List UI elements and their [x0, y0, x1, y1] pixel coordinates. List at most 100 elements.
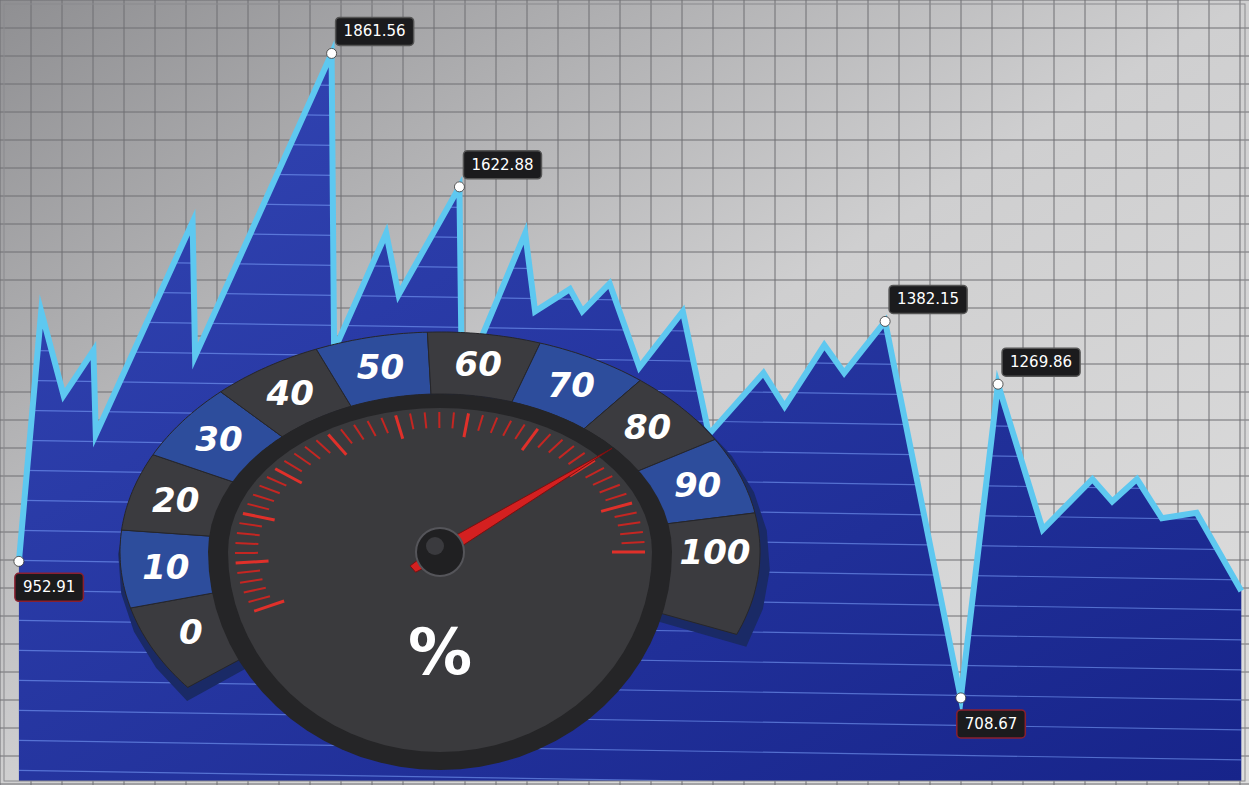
gauge-minor-tick — [559, 446, 574, 458]
gauge-tick-label: 60 — [455, 344, 502, 384]
point-value-label: 708.67 — [965, 715, 1018, 733]
area-stripe — [4, 770, 1245, 781]
background — [0, 0, 1249, 785]
gauge-minor-tick — [316, 440, 330, 453]
gauge-major-tick — [243, 513, 275, 520]
label-box — [1002, 348, 1080, 376]
label-box — [889, 285, 967, 313]
gauge-minor-tick — [260, 486, 280, 494]
paper-line — [0, 112, 1249, 113]
gauge-minor-tick — [247, 504, 269, 509]
paper-line — [0, 56, 1249, 57]
gauge-tick-label: 80 — [624, 407, 671, 447]
area-stripe — [4, 740, 1245, 760]
point-dot — [880, 316, 890, 326]
paper-line — [0, 784, 1249, 785]
point-value-label: 1861.56 — [344, 22, 406, 40]
gauge-minor-tick — [410, 414, 413, 430]
area-stripe — [4, 110, 1245, 130]
area-fill — [19, 53, 1241, 781]
gauge-hub — [416, 528, 464, 576]
gauge-minor-tick — [622, 542, 645, 543]
gauge-minor-tick — [368, 421, 376, 436]
paper-line — [0, 0, 1249, 1]
area-stripes — [4, 20, 1245, 781]
gauge-tick-label: 90 — [674, 465, 721, 505]
gauge-minor-tick — [341, 429, 352, 443]
paper-line — [0, 224, 1249, 225]
point-dot — [454, 182, 464, 192]
point-value-label: 952.91 — [23, 578, 76, 596]
point-dot — [14, 556, 24, 566]
label-box — [336, 17, 414, 45]
paper-line — [0, 168, 1249, 169]
gauge-tick-label: 10 — [142, 547, 189, 587]
gauge-minor-tick — [491, 418, 497, 433]
gauge-minor-tick — [354, 425, 364, 440]
gauge-tick-label: 70 — [548, 365, 595, 405]
gauge-minor-tick — [515, 425, 525, 440]
point-label: 708.67 — [957, 710, 1026, 738]
gauge-ticks — [235, 412, 645, 611]
point-dot — [993, 379, 1003, 389]
area-stripe — [4, 200, 1245, 220]
gauge-major-tick — [464, 413, 469, 437]
gauge-major-tick — [601, 503, 632, 511]
gauge: 0102030405060708090100% — [118, 332, 770, 770]
gauge-major-tick — [254, 601, 284, 611]
gauge-minor-tick — [586, 468, 604, 478]
gauge-unit: % — [408, 615, 472, 689]
gauge-minor-tick — [240, 579, 262, 583]
gauge-minor-tick — [235, 543, 258, 544]
point-label: 1861.56 — [336, 17, 414, 45]
gauge-minor-tick — [615, 512, 637, 517]
point-label: 952.91 — [15, 573, 84, 601]
canvas: 952.911861.561622.881382.15708.671269.86… — [0, 0, 1249, 785]
area-stripe — [4, 260, 1245, 280]
paper-grid — [0, 0, 1249, 785]
gauge-minor-tick — [438, 412, 440, 428]
label-box — [463, 151, 541, 179]
gauge-minor-tick — [593, 476, 612, 485]
area-stripe — [4, 710, 1245, 730]
gauge-minor-tick — [244, 588, 266, 593]
gauge-face — [228, 408, 652, 752]
gauge-band-segment — [120, 530, 218, 608]
point-dot — [327, 48, 337, 58]
gauge-minor-tick — [478, 415, 483, 431]
label-box — [957, 710, 1026, 738]
gauge-minor-tick — [381, 418, 388, 433]
gauge-minor-tick — [538, 434, 550, 447]
point-label: 1269.86 — [1002, 348, 1080, 376]
gauge-tick-label: 40 — [266, 373, 314, 413]
point-value-label: 1269.86 — [1010, 353, 1072, 371]
paper-line — [0, 84, 1249, 85]
gauge-tick-label: 50 — [357, 347, 404, 387]
gauge-minor-tick — [425, 412, 427, 428]
gauge-major-tick — [236, 561, 269, 563]
gauge-minor-tick — [618, 522, 640, 525]
gauge-minor-tick — [605, 494, 626, 501]
gauge-major-tick — [396, 415, 403, 438]
gauge-face-ring — [208, 394, 672, 770]
area-stripe — [4, 140, 1245, 160]
gauge-major-tick — [275, 469, 302, 483]
gauge-tick-label: 0 — [179, 612, 203, 652]
gauge-hub-highlight — [426, 537, 444, 555]
gauge-tick-label: 30 — [195, 419, 242, 459]
paper-line — [0, 28, 1249, 29]
gauge-minor-tick — [253, 495, 274, 502]
gauge-minor-tick — [305, 447, 320, 459]
gauge-minor-tick — [452, 412, 454, 428]
gauge-minor-tick — [284, 461, 301, 471]
gauge-major-tick — [328, 435, 346, 455]
gauge-minor-tick — [549, 440, 563, 453]
paper-line — [0, 196, 1249, 197]
point-value-label: 1382.15 — [897, 290, 959, 308]
area-stripe — [4, 20, 1245, 40]
area-stripe — [4, 170, 1245, 190]
gauge-minor-tick — [239, 523, 262, 526]
gauge-minor-tick — [568, 453, 584, 464]
paper-line — [0, 140, 1249, 141]
gauge-tick-label: 20 — [152, 480, 199, 520]
